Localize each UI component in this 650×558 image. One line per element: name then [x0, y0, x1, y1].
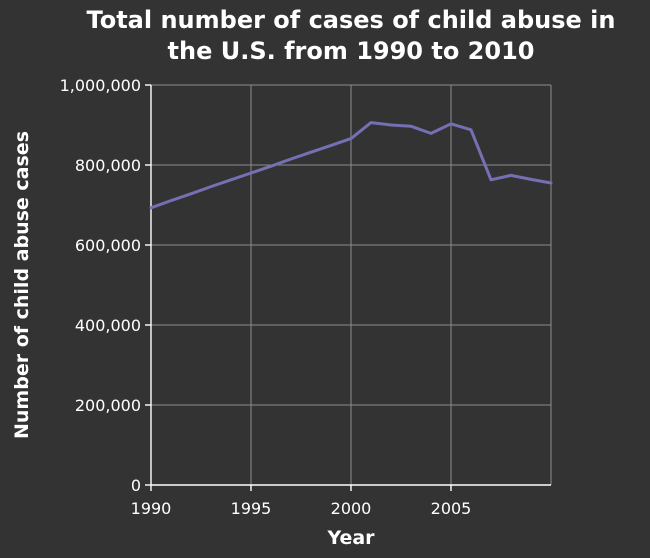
grid — [151, 84, 552, 485]
y-tick-label: 800,000 — [75, 156, 141, 175]
series — [149, 121, 553, 210]
y-tick-label: 400,000 — [75, 316, 141, 335]
y-tick-label: 600,000 — [75, 236, 141, 255]
x-tick-label: 2000 — [331, 499, 372, 518]
y-tick-label: 200,000 — [75, 396, 141, 415]
x-tick-label: 1990 — [131, 499, 172, 518]
y-tick-label: 1,000,000 — [60, 76, 141, 95]
x-tick-label: 1995 — [231, 499, 272, 518]
y-tick-label: 0 — [131, 476, 141, 495]
x-tick-label: 2005 — [431, 499, 472, 518]
series-line — [149, 121, 553, 210]
y-axis-label: Number of child abuse cases — [11, 131, 33, 439]
x-axis-label: Year — [326, 527, 375, 549]
tick-labels: 0 200,000 400,000 600,000 800,000 1,000,000 19… — [60, 76, 472, 518]
chart-title-line-2: the U.S. from 1990 to 2010 — [168, 37, 535, 65]
chart-title-line-1: Total number of cases of child abuse in — [87, 6, 616, 34]
